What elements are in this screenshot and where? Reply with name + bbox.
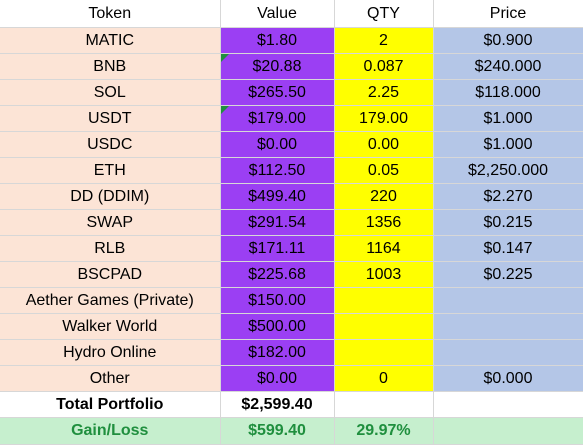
price-cell[interactable]	[433, 339, 583, 366]
table-row: DD (DDIM) $499.40 220 $2.270	[0, 183, 583, 210]
value-cell[interactable]: $291.54	[220, 209, 335, 236]
value-cell[interactable]: $1.80	[220, 27, 335, 54]
qty-cell[interactable]: 0.087	[334, 53, 434, 80]
qty-cell[interactable]: 1003	[334, 261, 434, 288]
price-cell[interactable]: $0.225	[433, 261, 583, 288]
table-row: RLB $171.11 1164 $0.147	[0, 235, 583, 262]
value-cell[interactable]: $500.00	[220, 313, 335, 340]
header-qty[interactable]: QTY	[334, 0, 434, 28]
qty-cell[interactable]	[334, 313, 434, 340]
value-cell[interactable]: $265.50	[220, 79, 335, 106]
token-cell[interactable]: SWAP	[0, 209, 221, 236]
price-cell[interactable]	[433, 313, 583, 340]
gain-empty[interactable]	[433, 417, 583, 445]
token-cell[interactable]: BNB	[0, 53, 221, 80]
table-row: Aether Games (Private) $150.00	[0, 287, 583, 314]
formula-flag-icon	[220, 54, 229, 62]
gain-label[interactable]: Gain/Loss	[0, 417, 221, 445]
token-cell[interactable]: MATIC	[0, 27, 221, 54]
qty-cell[interactable]: 179.00	[334, 105, 434, 132]
table-row: MATIC $1.80 2 $0.900	[0, 27, 583, 54]
price-cell[interactable]: $240.000	[433, 53, 583, 80]
value-cell[interactable]: $0.00	[220, 131, 335, 158]
qty-cell[interactable]: 2.25	[334, 79, 434, 106]
value-cell[interactable]: $225.68	[220, 261, 335, 288]
price-cell[interactable]: $1.000	[433, 131, 583, 158]
token-cell[interactable]: ETH	[0, 157, 221, 184]
table-row: Hydro Online $182.00	[0, 339, 583, 366]
gain-row: Gain/Loss $599.40 29.97%	[0, 417, 583, 445]
price-cell[interactable]: $118.000	[433, 79, 583, 106]
table-row: USDT $179.00 179.00 $1.000	[0, 105, 583, 132]
qty-cell[interactable]	[334, 287, 434, 314]
token-cell[interactable]: Hydro Online	[0, 339, 221, 366]
price-cell[interactable]: $2.270	[433, 183, 583, 210]
gain-value[interactable]: $599.40	[220, 417, 335, 445]
price-cell[interactable]: $2,250.000	[433, 157, 583, 184]
formula-flag-icon	[220, 106, 229, 114]
value-cell[interactable]: $179.00	[220, 105, 335, 132]
value-text: $179.00	[248, 109, 306, 127]
qty-cell[interactable]: 1164	[334, 235, 434, 262]
total-label[interactable]: Total Portfolio	[0, 391, 221, 418]
qty-cell[interactable]	[334, 339, 434, 366]
qty-cell[interactable]: 2	[334, 27, 434, 54]
table-row: SWAP $291.54 1356 $0.215	[0, 209, 583, 236]
value-cell[interactable]: $499.40	[220, 183, 335, 210]
price-cell[interactable]	[433, 287, 583, 314]
value-cell[interactable]: $182.00	[220, 339, 335, 366]
price-cell[interactable]: $0.900	[433, 27, 583, 54]
price-cell[interactable]: $0.000	[433, 365, 583, 392]
qty-cell[interactable]: 0.00	[334, 131, 434, 158]
qty-cell[interactable]: 220	[334, 183, 434, 210]
table-row: BNB $20.88 0.087 $240.000	[0, 53, 583, 80]
header-row: Token Value QTY Price	[0, 0, 583, 28]
value-cell[interactable]: $20.88	[220, 53, 335, 80]
table-row: SOL $265.50 2.25 $118.000	[0, 79, 583, 106]
token-cell[interactable]: SOL	[0, 79, 221, 106]
value-cell[interactable]: $0.00	[220, 365, 335, 392]
header-price[interactable]: Price	[433, 0, 583, 28]
total-row: Total Portfolio $2,599.40	[0, 391, 583, 418]
price-cell[interactable]: $0.147	[433, 235, 583, 262]
total-empty-price[interactable]	[433, 391, 583, 418]
token-cell[interactable]: Walker World	[0, 313, 221, 340]
table-row: Walker World $500.00	[0, 313, 583, 340]
total-empty-qty[interactable]	[334, 391, 434, 418]
value-text: $20.88	[252, 57, 302, 75]
token-cell[interactable]: Other	[0, 365, 221, 392]
price-cell[interactable]: $0.215	[433, 209, 583, 236]
token-cell[interactable]: USDT	[0, 105, 221, 132]
header-value[interactable]: Value	[220, 0, 335, 28]
qty-cell[interactable]: 0.05	[334, 157, 434, 184]
token-cell[interactable]: Aether Games (Private)	[0, 287, 221, 314]
value-cell[interactable]: $171.11	[220, 235, 335, 262]
price-cell[interactable]: $1.000	[433, 105, 583, 132]
qty-cell[interactable]: 0	[334, 365, 434, 392]
table-row: ETH $112.50 0.05 $2,250.000	[0, 157, 583, 184]
table-row: Other $0.00 0 $0.000	[0, 365, 583, 392]
value-cell[interactable]: $112.50	[220, 157, 335, 184]
token-cell[interactable]: DD (DDIM)	[0, 183, 221, 210]
gain-percent[interactable]: 29.97%	[334, 417, 434, 445]
token-cell[interactable]: RLB	[0, 235, 221, 262]
qty-cell[interactable]: 1356	[334, 209, 434, 236]
token-cell[interactable]: USDC	[0, 131, 221, 158]
table-row: USDC $0.00 0.00 $1.000	[0, 131, 583, 158]
table-row: BSCPAD $225.68 1003 $0.225	[0, 261, 583, 288]
header-token[interactable]: Token	[0, 0, 221, 28]
token-cell[interactable]: BSCPAD	[0, 261, 221, 288]
value-cell[interactable]: $150.00	[220, 287, 335, 314]
total-value[interactable]: $2,599.40	[220, 391, 335, 418]
